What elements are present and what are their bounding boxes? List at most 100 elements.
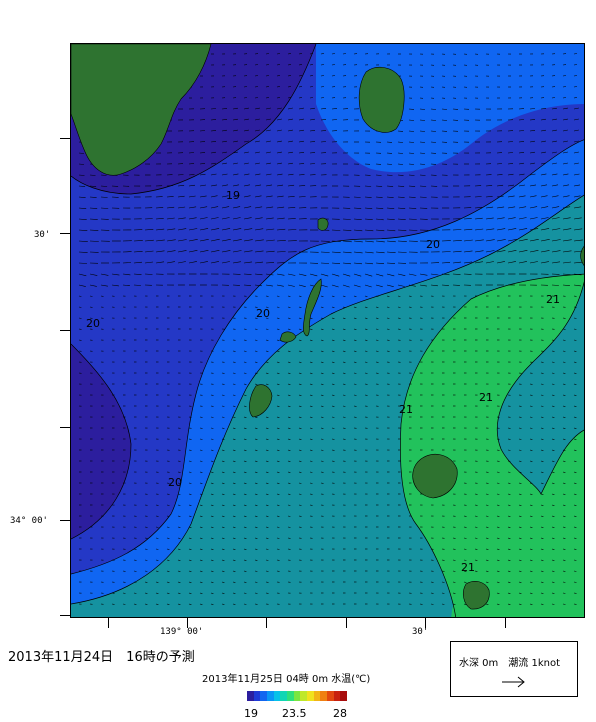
current-vector xyxy=(177,493,181,495)
current-vector xyxy=(210,141,217,143)
current-vector xyxy=(441,284,449,286)
current-vector xyxy=(551,537,555,539)
current-vector xyxy=(100,273,109,276)
current-vector xyxy=(287,427,291,429)
current-vector xyxy=(89,240,99,242)
current-vector xyxy=(485,548,489,550)
current-vector xyxy=(419,174,426,176)
current-vector xyxy=(210,184,218,187)
current-vector xyxy=(331,416,335,418)
current-vector xyxy=(221,603,225,605)
current-vector xyxy=(474,537,478,539)
current-vector xyxy=(364,229,374,232)
current-vector xyxy=(573,239,583,242)
current-vector xyxy=(496,228,506,231)
current-vector xyxy=(309,152,316,154)
current-vector xyxy=(540,493,544,495)
miyakejima-island-land xyxy=(412,453,458,499)
current-vector xyxy=(419,185,427,187)
current-vector xyxy=(573,471,577,473)
current-vector xyxy=(529,592,533,594)
current-vector xyxy=(562,405,566,407)
map-frame[interactable]: 19 20 20 20 20 21 21 21 21 xyxy=(70,43,585,618)
current-vector xyxy=(78,317,82,319)
current-vector xyxy=(276,107,282,110)
current-vector xyxy=(507,493,511,495)
current-vector xyxy=(188,570,192,572)
current-vector xyxy=(254,273,263,276)
current-vector xyxy=(232,526,236,528)
current-vector xyxy=(507,603,511,605)
current-vector xyxy=(573,250,583,253)
current-vector xyxy=(540,427,544,429)
current-vector xyxy=(540,217,549,220)
current-vector xyxy=(232,504,236,506)
current-vector xyxy=(320,449,324,451)
current-vector xyxy=(78,218,87,220)
current-vector xyxy=(177,603,181,605)
current-vector xyxy=(551,570,555,572)
current-vector xyxy=(419,163,426,165)
current-vector xyxy=(287,273,296,276)
current-vector xyxy=(210,119,217,121)
contour-label: 21 xyxy=(461,561,475,574)
current-vector xyxy=(89,229,99,231)
current-vector xyxy=(287,295,291,297)
current-vector xyxy=(562,162,568,165)
current-vector xyxy=(287,405,291,407)
y-tick xyxy=(60,520,70,521)
current-vector xyxy=(276,284,284,287)
current-vector xyxy=(551,284,559,286)
current-vector xyxy=(551,482,555,484)
current-vector xyxy=(265,97,269,99)
current-vector xyxy=(573,427,577,429)
current-vector xyxy=(551,427,555,429)
current-vector xyxy=(331,273,340,277)
current-vector xyxy=(562,482,566,484)
current-vector xyxy=(232,129,238,132)
current-vector xyxy=(232,261,241,264)
current-vector xyxy=(199,471,203,473)
band-21-above xyxy=(400,274,584,617)
current-vector xyxy=(265,460,269,462)
current-vector xyxy=(342,262,352,265)
current-vector xyxy=(276,184,284,187)
current-vector xyxy=(265,493,269,495)
current-vector xyxy=(177,526,181,528)
current-vector xyxy=(276,471,280,473)
current-vector xyxy=(375,295,379,297)
current-vector xyxy=(496,184,504,187)
current-vector xyxy=(243,173,250,176)
current-vector xyxy=(111,284,119,287)
colorbar-swatch xyxy=(313,691,321,701)
current-vector xyxy=(540,570,544,572)
current-vector xyxy=(540,603,544,605)
current-vector xyxy=(562,548,566,550)
current-vector xyxy=(375,174,382,176)
current-vector xyxy=(232,537,236,539)
current-vector xyxy=(353,383,357,385)
current-vector xyxy=(243,405,247,407)
current-vector xyxy=(254,97,259,99)
y-tick xyxy=(60,330,70,331)
current-vector xyxy=(562,250,572,253)
current-vector xyxy=(276,449,280,451)
current-vector xyxy=(287,438,291,440)
current-vector xyxy=(298,152,305,154)
current-vector xyxy=(276,295,280,297)
current-vector xyxy=(562,515,566,517)
current-vector xyxy=(199,526,203,528)
current-vector xyxy=(518,438,522,440)
current-vector xyxy=(265,75,270,77)
current-vector xyxy=(551,184,559,187)
current-vector xyxy=(408,196,416,198)
current-vector xyxy=(298,163,305,165)
current-vector xyxy=(254,206,263,209)
current-vector xyxy=(144,273,153,275)
current-vector xyxy=(177,581,181,583)
current-vector xyxy=(232,471,236,473)
current-vector xyxy=(518,515,522,517)
current-vector xyxy=(210,195,218,198)
current-vector xyxy=(254,383,258,385)
current-vector xyxy=(573,482,577,484)
